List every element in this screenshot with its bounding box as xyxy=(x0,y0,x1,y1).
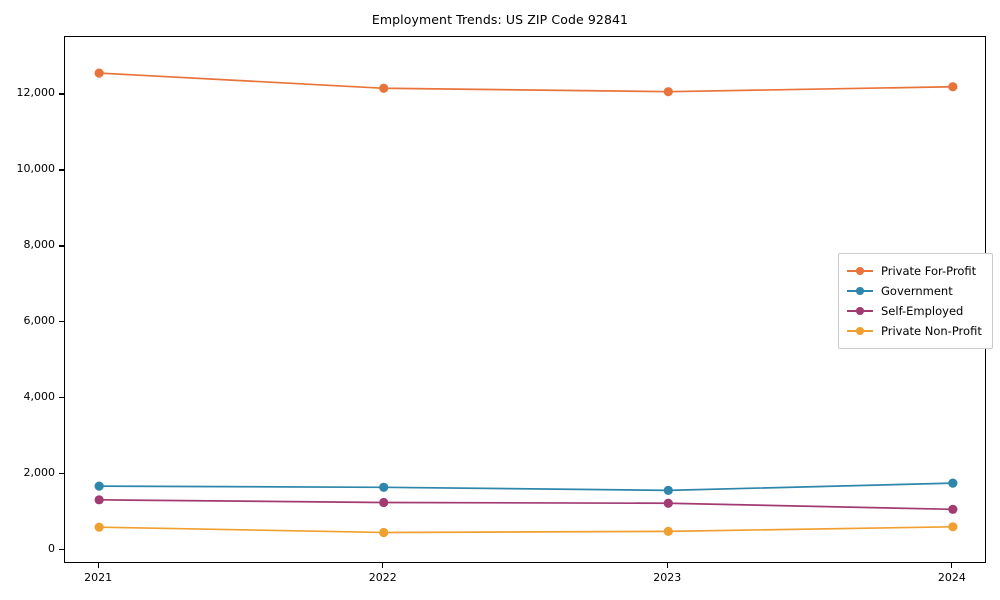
y-tick-label: 10,000 xyxy=(16,162,56,176)
data-point-marker xyxy=(948,522,958,532)
series-government xyxy=(94,478,958,495)
data-point-marker xyxy=(948,478,958,488)
legend-label: Private For-Profit xyxy=(881,264,977,278)
series-line xyxy=(98,482,954,492)
data-point-marker xyxy=(94,481,104,491)
legend-item[interactable]: Government xyxy=(847,281,982,301)
data-point-marker xyxy=(94,495,104,505)
data-point-marker xyxy=(663,485,673,495)
x-tick-label: 2023 xyxy=(653,571,682,584)
legend-label: Self-Employed xyxy=(881,304,964,318)
data-point-marker xyxy=(663,87,673,97)
data-point-marker xyxy=(379,83,389,93)
y-tick-mark xyxy=(59,245,64,247)
x-tick-mark xyxy=(951,563,953,568)
y-tick-label: 2,000 xyxy=(23,465,56,479)
legend-line-marker-icon xyxy=(847,304,873,318)
data-point-marker xyxy=(94,68,104,78)
legend-line-marker-icon xyxy=(847,284,873,298)
legend-label: Private Non-Profit xyxy=(881,324,982,338)
series-line xyxy=(98,498,954,511)
x-tick-label: 2021 xyxy=(84,571,113,584)
data-point-marker xyxy=(94,522,104,532)
series-line xyxy=(98,525,954,534)
x-tick-label: 2022 xyxy=(368,571,397,584)
series-line xyxy=(98,72,954,93)
legend-item[interactable]: Self-Employed xyxy=(847,301,982,321)
legend-label: Government xyxy=(881,284,953,298)
y-tick-mark xyxy=(59,321,64,323)
legend-item[interactable]: Private Non-Profit xyxy=(847,321,982,341)
plot-area xyxy=(64,36,986,563)
series-private-non-profit xyxy=(94,522,958,538)
data-point-marker xyxy=(379,497,389,508)
legend-line-marker-icon xyxy=(847,264,873,278)
series-self-employed xyxy=(94,495,958,514)
plot-lines-svg xyxy=(94,68,958,538)
y-tick-mark xyxy=(59,549,64,551)
data-point-marker xyxy=(379,482,389,492)
x-tick-mark xyxy=(97,563,99,568)
legend-item[interactable]: Private For-Profit xyxy=(847,261,982,281)
data-point-marker xyxy=(663,498,673,508)
y-tick-mark xyxy=(59,473,64,475)
x-tick-mark xyxy=(666,563,668,568)
x-tick-label: 2024 xyxy=(937,571,966,584)
y-tick-label: 12,000 xyxy=(16,86,56,100)
legend-line-marker-icon xyxy=(847,324,873,338)
y-tick-mark xyxy=(59,397,64,399)
chart-title: Employment Trends: US ZIP Code 92841 xyxy=(371,12,629,27)
y-tick-label: 0 xyxy=(48,541,55,555)
chart-legend: Private For-Profit Government Self-Employe… xyxy=(838,253,993,349)
y-tick-label: 4,000 xyxy=(23,389,56,403)
data-point-marker xyxy=(379,527,389,538)
data-point-marker xyxy=(663,526,673,536)
y-tick-mark xyxy=(59,169,64,171)
series-private-for-profit xyxy=(94,68,958,97)
y-tick-label: 8,000 xyxy=(23,237,56,251)
x-tick-mark xyxy=(382,563,384,568)
y-tick-label: 6,000 xyxy=(23,313,56,327)
data-point-marker xyxy=(948,504,958,514)
y-tick-mark xyxy=(59,93,64,95)
data-point-marker xyxy=(948,82,958,92)
